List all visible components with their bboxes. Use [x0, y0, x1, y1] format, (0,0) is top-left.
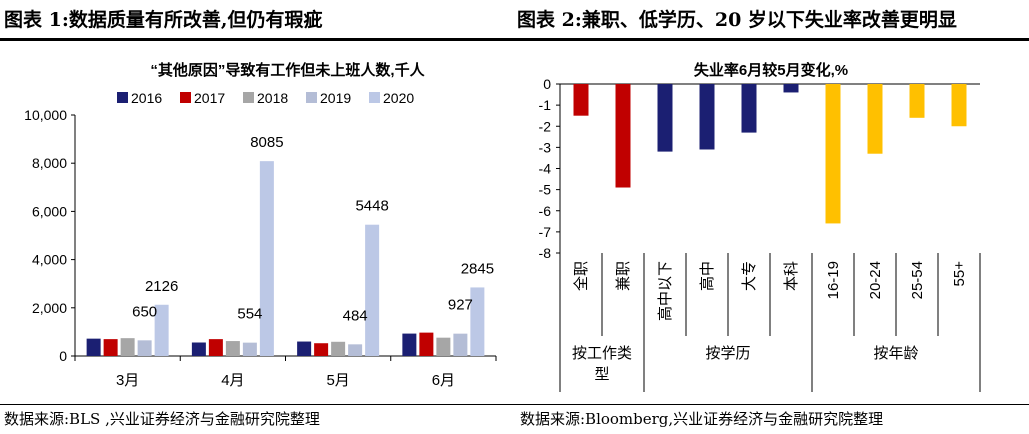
left-source-note: 数据来源:BLS ,兴业证券经济与金融研究院整理: [4, 410, 320, 428]
bar-2017-6月: [419, 332, 434, 356]
legend-swatch-2017: [180, 92, 191, 103]
right-y-tick-label: -2: [539, 118, 552, 134]
legend-label-2016: 2016: [131, 90, 162, 106]
legend-swatch-2020: [369, 92, 380, 103]
bar-55+: [951, 84, 967, 127]
right-panel-title: 图表 2:兼职、低学历、20 岁以下失业率改善更明显: [517, 9, 957, 31]
group-label: 按年龄: [873, 345, 918, 362]
legend-label-2019: 2019: [320, 90, 351, 106]
bar-2017-4月: [208, 339, 223, 356]
bar-16-19: [825, 84, 841, 224]
data-label-2019-6月: 927: [448, 297, 473, 314]
bar-2017-5月: [314, 343, 329, 356]
data-label-2020-5月: 5448: [355, 198, 388, 215]
bar-25-54: [909, 84, 925, 118]
bar-本科: [783, 84, 799, 93]
left-y-tick-label: 10,000: [24, 107, 67, 123]
left-y-tick-label: 2,000: [32, 300, 67, 316]
legend-label-2020: 2020: [383, 90, 414, 106]
bar-兼职: [615, 84, 631, 188]
data-label-2019-5月: 484: [343, 307, 368, 324]
group-label: 按学历: [705, 345, 750, 362]
data-label-2019-3月: 650: [132, 303, 157, 320]
left-x-tick-label: 6月: [432, 372, 455, 389]
right-x-tick-label: 25-54: [909, 261, 926, 299]
bar-2017-3月: [103, 339, 118, 356]
right-y-tick-label: -6: [539, 203, 552, 219]
right-x-tick-label: 55+: [951, 261, 968, 287]
bar-2019-4月: [242, 342, 257, 356]
bar-2016-5月: [297, 341, 312, 356]
left-x-tick-label: 5月: [326, 372, 349, 389]
legend-label-2017: 2017: [194, 90, 225, 106]
bar-2020-4月: [259, 161, 274, 356]
bar-2020-6月: [470, 287, 485, 356]
bar-全职: [573, 84, 589, 116]
left-y-tick-label: 8,000: [32, 155, 67, 171]
left-y-tick-label: 0: [59, 348, 67, 364]
bar-2019-5月: [348, 344, 363, 356]
legend-swatch-2018: [243, 92, 254, 103]
right-x-tick-label: 高中: [699, 261, 716, 291]
bar-2018-4月: [225, 341, 240, 356]
bottom-rule: [0, 404, 1029, 405]
bar-2019-3月: [137, 340, 152, 356]
right-y-tick-label: -3: [539, 139, 552, 155]
bar-2018-3月: [120, 338, 135, 356]
left-x-tick-label: 3月: [116, 372, 139, 389]
right-y-tick-label: 0: [543, 76, 551, 92]
left-y-tick-label: 4,000: [32, 252, 67, 268]
bar-2020-5月: [365, 224, 380, 356]
right-y-tick-label: -1: [539, 97, 552, 113]
right-x-tick-label: 本科: [783, 261, 800, 291]
right-x-tick-label: 16-19: [825, 261, 842, 299]
right-x-tick-label: 兼职: [615, 261, 632, 291]
right-y-tick-label: -7: [539, 224, 552, 240]
bar-2016-4月: [191, 342, 206, 356]
legend-label-2018: 2018: [257, 90, 288, 106]
bar-2020-3月: [154, 304, 169, 356]
right-y-tick-label: -8: [539, 245, 552, 261]
left-chart-title: “其他原因”导致有工作但未上班人数,千人: [150, 61, 425, 79]
bar-2016-3月: [86, 338, 101, 356]
left-panel-title: 图表 1:数据质量有所改善,但仍有瑕疵: [4, 9, 323, 31]
data-label-2020-3月: 2126: [145, 278, 178, 295]
left-y-tick-label: 6,000: [32, 203, 67, 219]
top-rule: [0, 38, 1029, 41]
bar-2018-6月: [436, 337, 451, 356]
right-x-tick-label: 20-24: [867, 261, 884, 299]
right-x-tick-label: 全职: [572, 261, 590, 291]
bar-20-24: [867, 84, 883, 154]
bar-高中以下: [657, 84, 673, 152]
bar-大专: [741, 84, 757, 133]
right-x-tick-label: 大专: [741, 261, 758, 291]
data-label-2019-4月: 554: [237, 306, 262, 323]
right-y-tick-label: -4: [539, 161, 552, 177]
data-label-2020-6月: 2845: [461, 260, 494, 277]
data-label-2020-4月: 8085: [250, 134, 283, 151]
bar-2019-6月: [453, 333, 468, 356]
legend-swatch-2019: [306, 92, 317, 103]
bar-高中: [699, 84, 715, 150]
bar-2016-6月: [402, 333, 417, 356]
right-x-tick-label: 高中以下: [657, 261, 674, 321]
group-label-line1: 按工作类: [572, 345, 632, 362]
legend-swatch-2016: [117, 92, 128, 103]
group-label-line2: 型: [594, 366, 609, 383]
right-y-tick-label: -5: [539, 182, 552, 198]
left-x-tick-label: 4月: [221, 372, 244, 389]
right-source-note: 数据来源:Bloomberg,兴业证券经济与金融研究院整理: [520, 410, 884, 428]
bar-2018-5月: [331, 341, 346, 356]
right-chart-title: 失业率6月较5月变化,%: [694, 61, 848, 79]
